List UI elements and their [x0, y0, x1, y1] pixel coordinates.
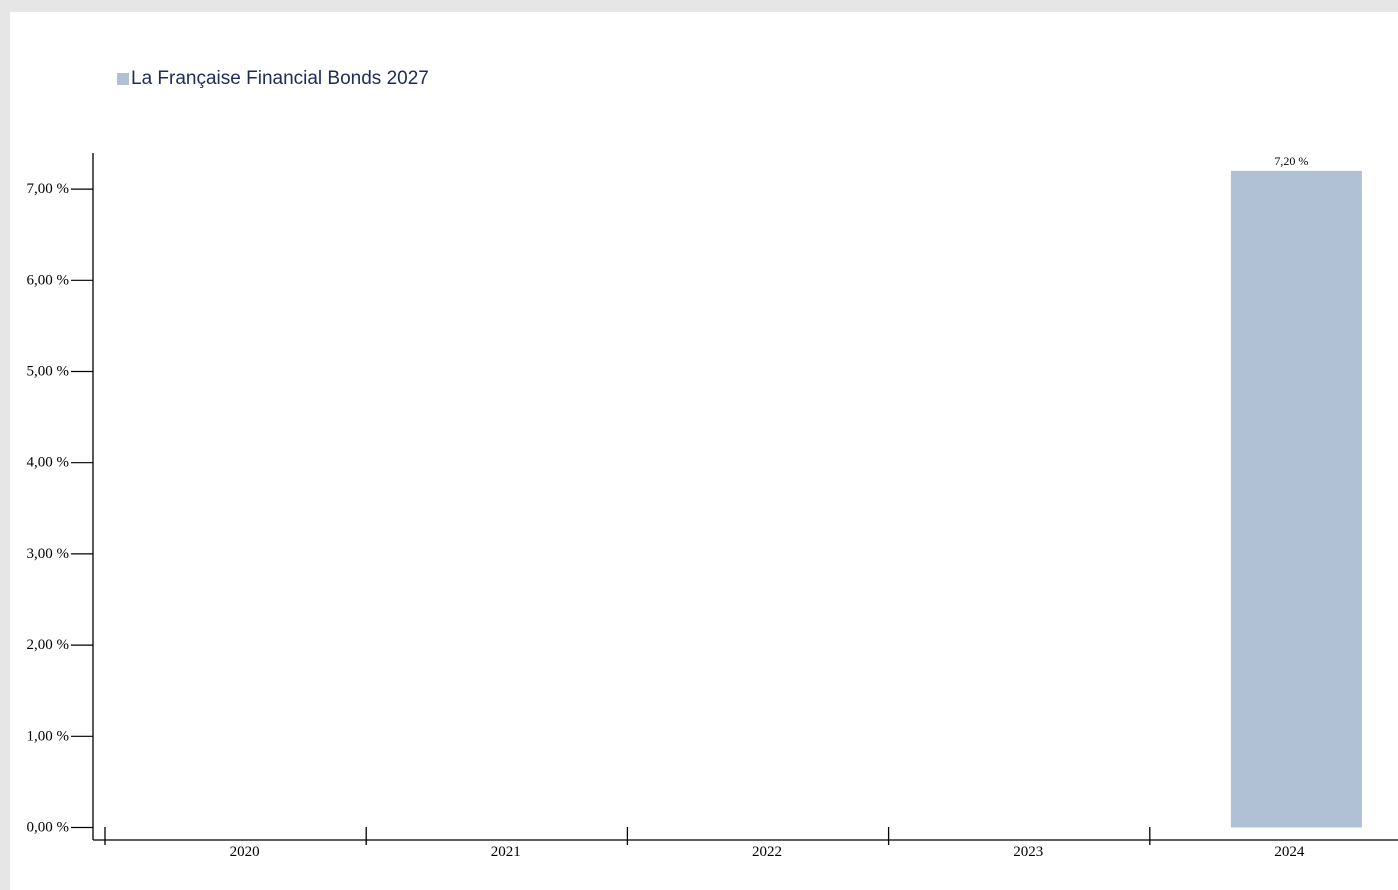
y-tick-label: 6,00 %: [27, 272, 70, 288]
x-tick-label: 2024: [1274, 844, 1305, 860]
x-tick-label: 2022: [752, 844, 782, 860]
bar-value-label: 7,20 %: [1274, 154, 1308, 168]
x-tick-label: 2021: [491, 844, 521, 860]
x-tick-label: 2023: [1013, 844, 1043, 860]
chart-legend: La Française Financial Bonds 2027: [117, 68, 429, 90]
legend-label: La Française Financial Bonds 2027: [131, 68, 429, 89]
legend-swatch: [117, 73, 129, 85]
y-tick-label: 1,00 %: [27, 728, 70, 744]
y-tick-label: 3,00 %: [27, 546, 70, 562]
y-tick-label: 7,00 %: [27, 181, 70, 197]
y-tick-label: 4,00 %: [27, 455, 70, 471]
x-tick-label: 2020: [230, 844, 260, 860]
y-tick-label: 0,00 %: [27, 820, 70, 836]
bar: [1230, 170, 1362, 828]
y-tick-label: 2,00 %: [27, 637, 70, 653]
chart-panel: [10, 12, 1398, 890]
y-tick-label: 5,00 %: [27, 364, 70, 380]
